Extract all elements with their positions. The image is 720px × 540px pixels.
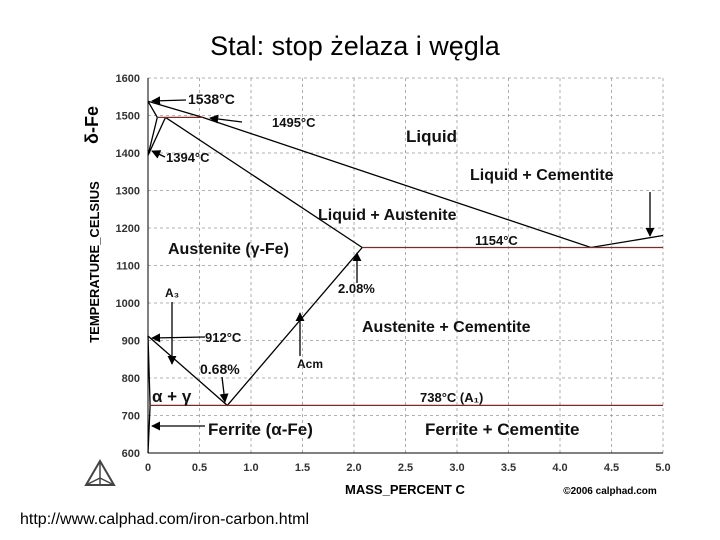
x-tick-label: 0.5	[192, 462, 207, 474]
credit: ©2006 calphad.com	[563, 486, 657, 497]
y-tick-label: 1400	[116, 148, 140, 160]
arrow	[151, 96, 187, 106]
arrow	[151, 150, 166, 159]
arrow	[219, 376, 229, 403]
annotation: Liquid + Cementite	[470, 167, 614, 184]
y-tick-label: 1200	[116, 223, 140, 235]
y-tick-label: 700	[122, 411, 140, 423]
phase-boundary	[147, 100, 664, 249]
phase-boundary	[147, 247, 363, 407]
arrow	[209, 114, 243, 124]
annotation: 1495°C	[272, 115, 316, 130]
x-tick-label: 5.0	[655, 462, 670, 474]
annotation: Liquid	[406, 127, 457, 146]
logo	[84, 459, 116, 486]
phase-boundary	[165, 116, 363, 249]
annotation: α + γ	[152, 387, 192, 406]
y-tick-label: 1300	[116, 186, 140, 198]
phase-boundary	[147, 117, 167, 156]
y-tick-label: 800	[122, 373, 140, 385]
x-tick-label: 3.5	[501, 462, 516, 474]
annotation: 0.68%	[200, 361, 240, 377]
arrow	[151, 333, 206, 343]
x-tick-label: 1.5	[295, 462, 310, 474]
annotation: A₃	[165, 286, 179, 300]
x-tick-label: 2.5	[398, 462, 413, 474]
x-tick-label: 2.0	[346, 462, 361, 474]
annotation: Liquid + Austenite	[318, 207, 457, 224]
y-tick-label: 1100	[116, 261, 140, 273]
y-tick-label: 600	[122, 448, 140, 460]
source-url: http://www.calphad.com/iron-carbon.html	[20, 511, 309, 528]
y-tick-label: 1000	[116, 298, 140, 310]
annotation: 738°C (A₁)	[420, 390, 483, 405]
x-axis-label: MASS_PERCENT C	[345, 482, 466, 497]
annotation: 1394°C	[166, 150, 210, 165]
x-tick-label: 3.0	[449, 462, 464, 474]
y-axis-label-top: δ-Fe	[82, 106, 102, 144]
x-tick-label: 1.0	[243, 462, 258, 474]
y-tick-label: 1500	[116, 111, 140, 123]
y-tick-label: 900	[122, 336, 140, 348]
phase-boundary	[147, 100, 158, 156]
title: Stal: stop żelaza i węgla	[210, 31, 501, 61]
x-tick-label: 4.5	[604, 462, 619, 474]
annotation: Acm	[297, 357, 323, 371]
y-tick-label: 1600	[116, 73, 140, 85]
y-axis-label: TEMPERATURE_CELSIUS	[87, 181, 102, 343]
annotation: 1154°C	[475, 233, 518, 248]
annotation: Austenite (γ-Fe)	[168, 241, 289, 258]
annotation: 2.08%	[338, 281, 375, 296]
annotation: 1538°C	[188, 91, 235, 107]
annotation: Ferrite + Cementite	[425, 420, 579, 439]
annotation: Austenite + Cementite	[362, 319, 531, 336]
x-tick-label: 4.0	[552, 462, 567, 474]
annotation: Ferrite (α-Fe)	[208, 420, 313, 439]
annotation: 912°C	[205, 330, 242, 345]
x-tick-label: 0	[145, 462, 151, 474]
